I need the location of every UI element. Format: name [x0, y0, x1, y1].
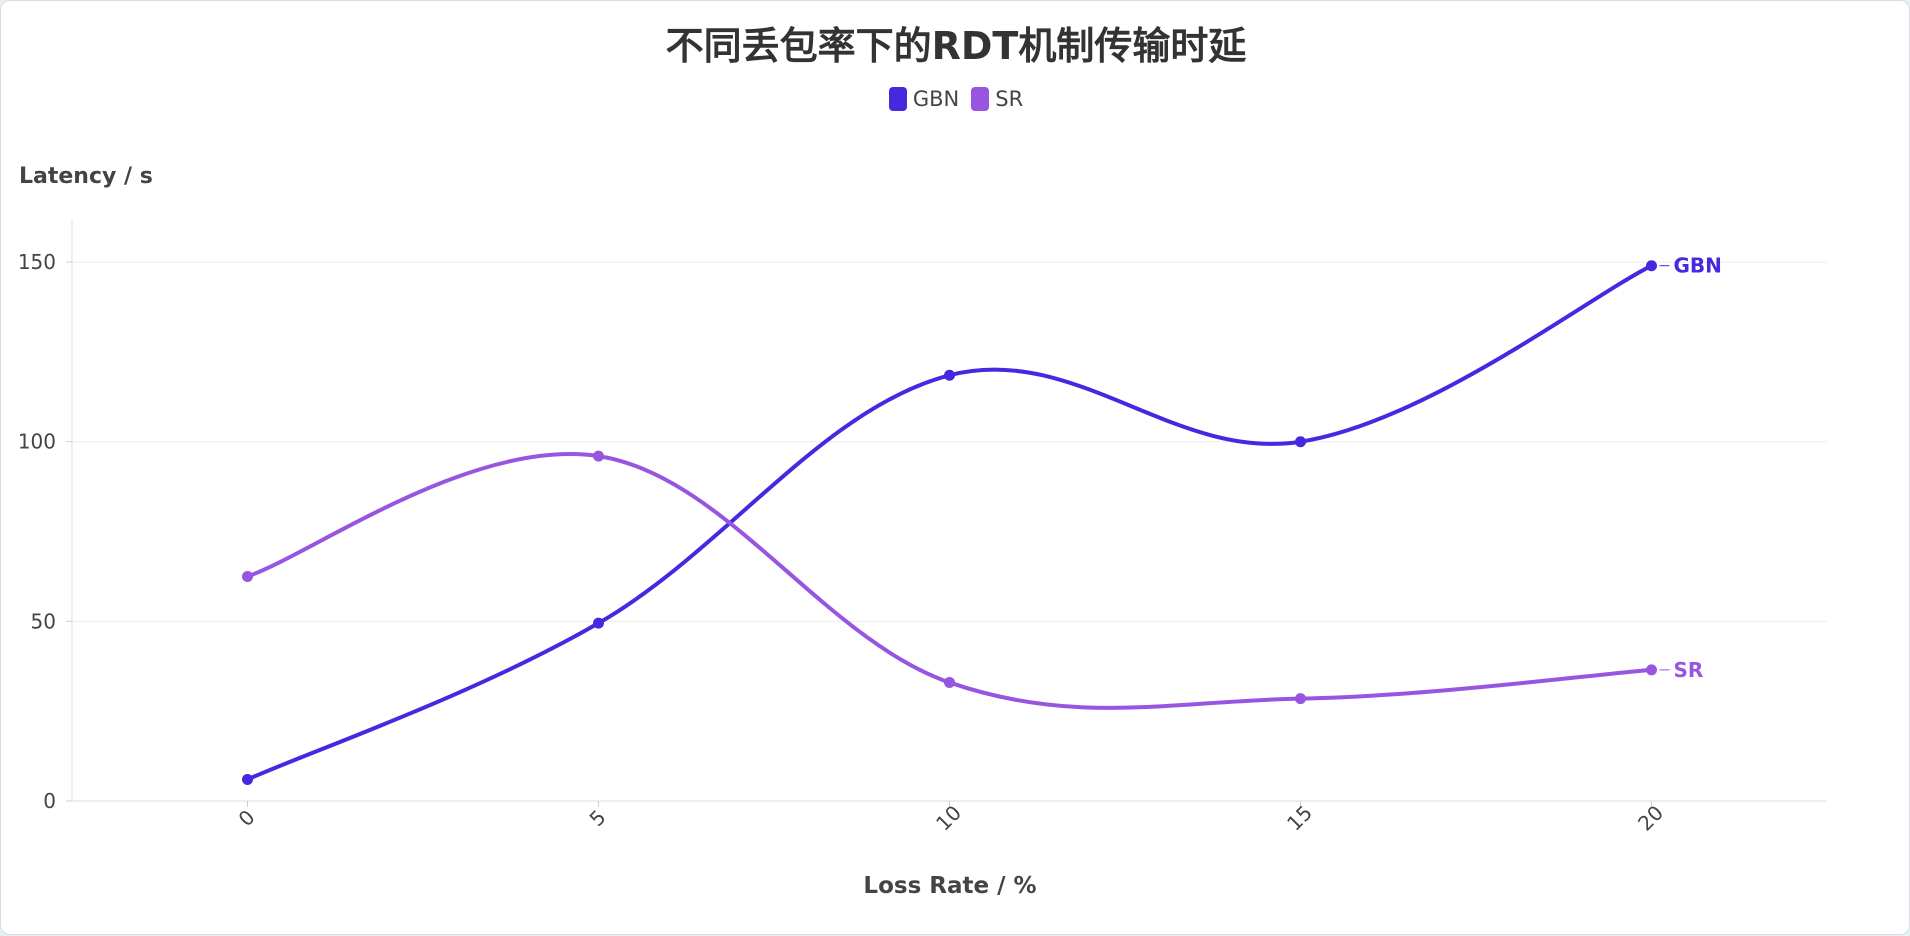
end-label-gbn: GBN — [1674, 254, 1722, 278]
legend-item-sr[interactable]: SR — [971, 87, 1023, 111]
data-point-sr — [242, 570, 253, 582]
end-label-sr: SR — [1674, 658, 1704, 682]
y-tick-label: 50 — [31, 609, 56, 633]
data-point-sr — [944, 676, 955, 688]
legend-swatch-sr — [971, 87, 990, 111]
data-point-sr — [1646, 664, 1657, 676]
x-tick-label: 15 — [1282, 801, 1317, 836]
x-axis-label: Loss Rate / % — [863, 873, 1037, 899]
legend-swatch-gbn — [888, 87, 907, 111]
legend: GBN SR — [1, 87, 1910, 111]
data-point-gbn — [1295, 436, 1306, 448]
y-tick-label: 150 — [18, 250, 56, 274]
y-tick-label: 0 — [43, 789, 56, 813]
series-line-gbn — [245, 263, 1654, 782]
data-point-gbn — [1646, 260, 1657, 272]
x-tick-label: 10 — [931, 801, 966, 836]
y-tick-label: 100 — [18, 430, 56, 454]
legend-label-gbn: GBN — [912, 87, 960, 111]
data-point-gbn — [242, 773, 253, 785]
series-line-sr — [245, 452, 1654, 710]
data-point-gbn — [944, 369, 955, 381]
x-tick-label: 5 — [585, 805, 611, 831]
x-tick-label: 0 — [234, 805, 260, 831]
data-point-gbn — [593, 617, 604, 629]
data-point-sr — [593, 450, 604, 462]
x-tick-label: 20 — [1633, 801, 1668, 836]
legend-label-sr: SR — [995, 87, 1024, 111]
y-axis-label: Latency / s — [19, 164, 153, 189]
data-point-sr — [1295, 693, 1306, 705]
chart-title: 不同丢包率下的RDT机制传输时延 — [665, 24, 1247, 68]
legend-item-gbn[interactable]: GBN — [888, 87, 960, 111]
